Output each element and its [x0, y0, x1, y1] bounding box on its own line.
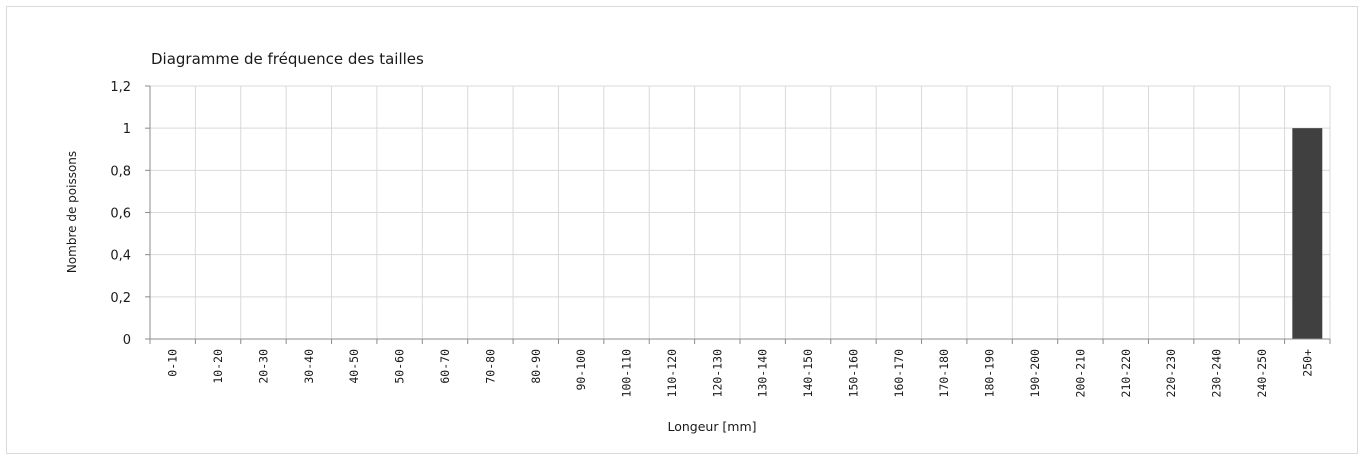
x-tick-label: 120-130: [710, 349, 724, 398]
y-axis-title: Nombre de poissons: [65, 151, 79, 273]
x-tick-label: 50-60: [393, 349, 407, 384]
axes: [145, 85, 1331, 344]
y-tick-label: 1,2: [110, 80, 131, 95]
x-tick-label: 250+: [1300, 349, 1314, 377]
x-tick-label: 130-140: [756, 349, 770, 398]
x-tick-label: 40-50: [347, 349, 361, 384]
x-tick-label: 10-20: [211, 349, 225, 384]
gridlines: [150, 85, 1331, 339]
x-tick-label: 230-240: [1210, 349, 1224, 398]
x-tick-label: 100-110: [620, 349, 634, 398]
y-tick-label: 1: [123, 122, 131, 137]
y-tick-label: 0: [123, 333, 131, 348]
x-tick-label: 30-40: [302, 349, 316, 384]
x-tick-label: 90-100: [574, 349, 588, 391]
x-tick-labels: 0-10 10-20 20-30 30-40 40-50 50-60 60-70 70-80 8…: [166, 349, 1315, 398]
y-tick-label: 0,2: [110, 291, 131, 306]
y-tick-label: 0,8: [110, 164, 131, 179]
y-tick-labels: 0 0,2 0,4 0,6 0,8 1 1,2: [110, 80, 131, 348]
x-tick-label: 210-220: [1119, 349, 1133, 398]
y-tick-label: 0,4: [110, 249, 131, 264]
x-tick-label: 150-160: [846, 349, 860, 398]
x-tick-label: 170-180: [937, 349, 951, 398]
x-tick-label: 160-170: [892, 349, 906, 398]
x-tick-label: 220-230: [1164, 349, 1178, 398]
y-tick-label: 0,6: [110, 207, 131, 222]
x-tick-label: 80-90: [529, 349, 543, 384]
bar-250+: [1292, 128, 1323, 339]
x-tick-label: 180-190: [983, 349, 997, 398]
x-tick-label: 240-250: [1255, 349, 1269, 398]
x-tick-label: 140-150: [801, 349, 815, 398]
chart-title: Diagramme de fréquence des tailles: [151, 50, 424, 68]
bars: [1292, 128, 1323, 339]
x-axis-title: Longeur [mm]: [667, 419, 756, 434]
x-tick-label: 60-70: [438, 349, 452, 384]
x-tick-label: 110-120: [665, 349, 679, 398]
x-tick-label: 0-10: [166, 349, 180, 377]
chart-frame: [6, 6, 1358, 454]
x-tick-label: 200-210: [1073, 349, 1087, 398]
x-tick-label: 20-30: [256, 349, 270, 384]
x-tick-label: 70-80: [483, 349, 497, 384]
x-tick-label: 190-200: [1028, 349, 1042, 398]
